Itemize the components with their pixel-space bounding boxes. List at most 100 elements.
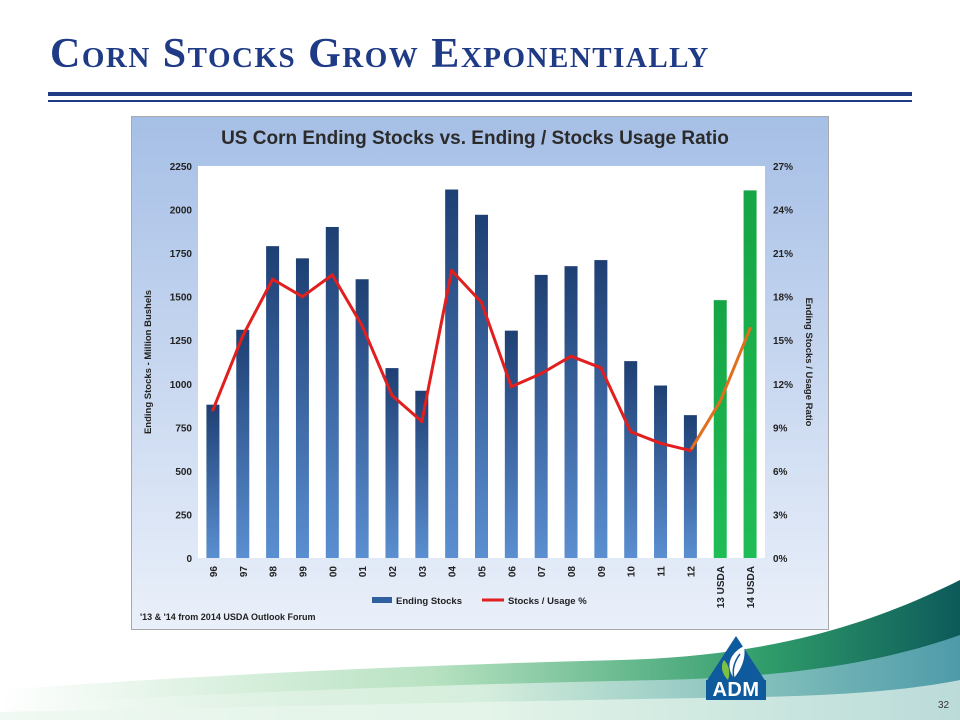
ratio-point [629, 430, 633, 434]
y-tick-label: 1750 [170, 249, 193, 260]
page-number: 32 [938, 700, 950, 711]
bar-ending-stocks [534, 274, 548, 558]
y-tick-label: 0 [186, 554, 192, 565]
y2-tick-label: 27% [773, 162, 793, 173]
y-tick-label: 1000 [170, 380, 193, 391]
ratio-point [271, 277, 275, 281]
x-tick-label: 07 [537, 566, 548, 578]
wave-layer-front [0, 680, 960, 720]
ratio-line [211, 268, 752, 453]
ratio-point [509, 385, 513, 389]
ratio-point [539, 372, 543, 376]
ratio-point [300, 295, 305, 299]
bar-ending-stocks [683, 415, 697, 558]
y2-tick-label: 9% [773, 423, 788, 434]
y-tick-label: 2250 [170, 162, 193, 173]
bar-ending-stocks [355, 279, 369, 558]
ratio-point [599, 366, 603, 370]
bar-ending-stocks [564, 266, 578, 558]
bar-ending-stocks [504, 330, 518, 558]
y2-tick-label: 18% [773, 293, 793, 304]
x-tick-label: 99 [298, 566, 309, 578]
x-tick-label: 05 [478, 566, 489, 578]
x-tick-label: 97 [239, 566, 250, 578]
ratio-point [450, 268, 454, 273]
legend-label-ratio: Stocks / Usage % [508, 596, 587, 607]
x-tick-label: 00 [328, 566, 339, 578]
legend: Ending Stocks Stocks / Usage % [372, 596, 587, 607]
bar-ending-stocks [325, 226, 339, 558]
x-tick-label: 13 USDA [716, 566, 727, 608]
x-tick-labels: 96 97 98 99 00 01 02 03 04 05 06 07 08 09 10 11 12 13 USD… [209, 566, 757, 609]
y2-axis-title: Ending Stocks / Usage Ratio [803, 298, 814, 427]
bars [206, 189, 757, 559]
x-tick-label: 01 [358, 566, 369, 578]
bar-ending-stocks [654, 385, 668, 558]
ratio-point [360, 324, 364, 328]
chart-panel: US Corn Ending Stocks vs. Ending / Stock… [131, 116, 829, 630]
bar-ending-stocks [624, 361, 638, 558]
ratio-point [569, 354, 573, 358]
footer-wave [0, 580, 960, 720]
bar-usda-projection [713, 300, 727, 558]
chart-title: US Corn Ending Stocks vs. Ending / Stock… [221, 128, 729, 149]
bar-ending-stocks [445, 189, 459, 558]
ratio-point [688, 448, 692, 453]
x-tick-label: 08 [567, 566, 578, 578]
ratio-point [330, 273, 334, 277]
x-tick-label: 11 [657, 566, 668, 577]
bar-ending-stocks [594, 260, 608, 558]
x-tick-label: 09 [597, 566, 608, 578]
ratio-point [211, 408, 215, 412]
slide-title: Corn Stocks Grow Exponentially [50, 31, 710, 77]
x-tick-label: 02 [388, 566, 399, 578]
y-tick-label: 1500 [170, 293, 193, 304]
bar-usda-projection [743, 190, 757, 558]
ratio-point [479, 300, 484, 305]
y2-tick-label: 12% [773, 380, 793, 391]
y2-tick-label: 15% [773, 336, 793, 347]
ratio-point [718, 399, 722, 403]
x-tick-label: 03 [418, 566, 429, 578]
ratio-point [390, 393, 394, 397]
y2-tick-labels: 0% 3% 6% 9% 12% 15% 18% 21% 24% 27% [773, 162, 793, 565]
x-tick-label: 12 [686, 566, 697, 578]
x-tick-label: 96 [209, 566, 220, 578]
source-note: '13 & '14 from 2014 USDA Outlook Forum [140, 612, 316, 622]
y2-tick-label: 6% [773, 467, 788, 478]
bar-ending-stocks [206, 404, 220, 558]
bar-ending-stocks [415, 390, 429, 558]
ratio-point [241, 334, 245, 338]
x-tick-label: 10 [627, 566, 638, 578]
bar-ending-stocks [475, 214, 488, 558]
bar-ending-stocks [385, 368, 399, 558]
y2-tick-label: 24% [773, 206, 793, 217]
y2-tick-label: 3% [773, 510, 788, 521]
bar-ending-stocks [295, 258, 309, 558]
ratio-point [748, 327, 752, 331]
y-tick-label: 250 [175, 510, 192, 521]
y-tick-label: 2000 [170, 206, 193, 217]
y-tick-label: 500 [175, 467, 192, 478]
title-underline-thick [48, 92, 912, 96]
y-tick-label: 750 [175, 423, 192, 434]
y-tick-label: 1250 [170, 336, 193, 347]
title-underline-thin [48, 100, 912, 102]
bar-ending-stocks [266, 246, 280, 559]
ratio-point [658, 441, 663, 445]
x-tick-label: 06 [507, 566, 518, 578]
chart: US Corn Ending Stocks vs. Ending / Stock… [132, 117, 828, 629]
ratio-point [420, 419, 424, 424]
y-tick-labels: 0 250 500 750 1000 1250 1500 1750 2000 2250 [170, 162, 193, 565]
legend-swatch-stocks [372, 597, 392, 603]
x-tick-label: 04 [448, 566, 459, 578]
y2-tick-label: 0% [773, 554, 788, 565]
x-tick-label: 98 [269, 566, 280, 578]
y-axis-title: Ending Stocks - Million Bushels [143, 290, 154, 434]
x-tick-label: 14 USDA [746, 566, 757, 608]
legend-label-stocks: Ending Stocks [396, 596, 462, 607]
y2-tick-label: 21% [773, 249, 793, 260]
adm-logo-icon [706, 636, 766, 700]
logo-text: ADM [712, 679, 760, 701]
bar-ending-stocks [236, 329, 250, 558]
